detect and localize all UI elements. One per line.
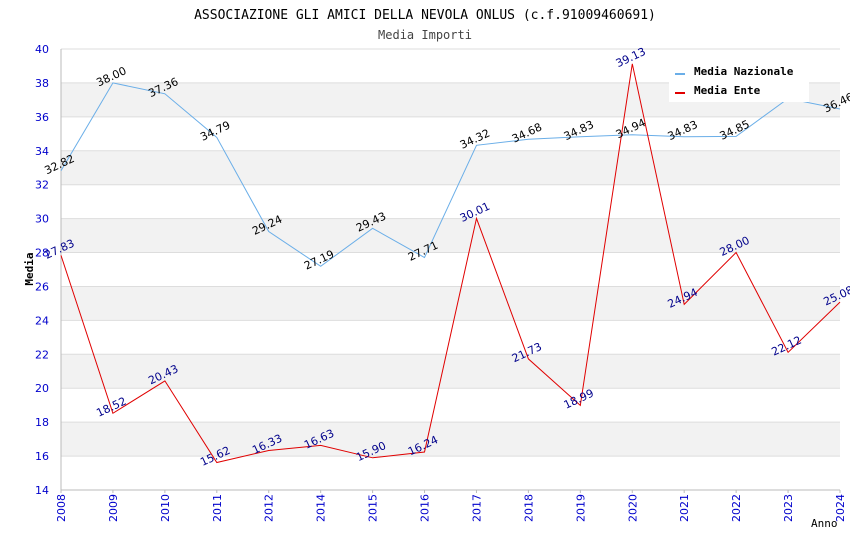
series-line-media-ente [60, 63, 841, 464]
grid-band [61, 116, 840, 151]
y-tick-label: 38 [35, 77, 49, 90]
grid-band [61, 252, 840, 287]
x-tick-label: 2011 [211, 494, 224, 522]
legend: Media Nazionale Media Ente [669, 60, 809, 102]
x-tick-label: 2019 [574, 494, 587, 522]
x-tick-label: 2020 [626, 494, 639, 522]
series-lines [60, 63, 841, 464]
y-tick-label: 18 [35, 416, 49, 429]
axes [60, 49, 840, 491]
x-axis-label: Anno [811, 517, 838, 530]
x-tick-label: 2022 [730, 494, 743, 522]
y-tick-label: 24 [35, 314, 49, 327]
x-tick-label: 2014 [315, 494, 328, 522]
grid-band [61, 456, 840, 490]
grid-band [61, 150, 840, 185]
y-tick-labels: 14 16 18 20 22 24 26 28 30 32 34 36 38 40 [35, 43, 49, 497]
x-tick-label: 2016 [419, 494, 432, 522]
y-tick-label: 14 [35, 484, 49, 497]
y-tick-label: 40 [35, 43, 49, 56]
x-tick-labels: 2008 2009 2010 2011 2012 2014 2015 2016 2017 2018… [55, 490, 847, 522]
x-tick-label: 2010 [159, 494, 172, 522]
plot-background [61, 48, 840, 491]
grid-band [61, 218, 840, 253]
y-tick-label: 26 [35, 280, 49, 293]
x-tick-label: 2008 [55, 494, 68, 522]
grid-band [61, 388, 840, 423]
chart-subtitle: Media Importi [378, 28, 472, 42]
x-tick-label: 2017 [470, 494, 483, 522]
x-tick-label: 2009 [107, 494, 120, 522]
x-tick-label: 2015 [367, 494, 380, 522]
y-tick-label: 22 [35, 348, 49, 361]
grid-band [61, 286, 840, 321]
legend-label-nazionale: Media Nazionale [694, 65, 794, 78]
x-tick-label: 2024 [834, 494, 847, 522]
y-tick-label: 36 [35, 111, 49, 124]
chart-title: ASSOCIAZIONE GLI AMICI DELLA NEVOLA ONLU… [194, 8, 656, 23]
y-tick-label: 30 [35, 213, 49, 226]
legend-box [669, 60, 809, 102]
x-tick-label: 2023 [782, 494, 795, 522]
y-tick-label: 28 [35, 247, 49, 260]
y-tick-label: 32 [35, 179, 49, 192]
series-line-media-nazionale [60, 82, 841, 267]
x-tick-label: 2018 [522, 494, 535, 522]
y-tick-label: 20 [35, 382, 49, 395]
legend-label-ente: Media Ente [694, 84, 761, 97]
grid-band [61, 422, 840, 457]
x-tick-label: 2012 [263, 494, 276, 522]
y-axis-label: Media [23, 252, 36, 285]
y-tick-label: 34 [35, 145, 49, 158]
x-tick-label: 2021 [678, 494, 691, 522]
grid-band [61, 354, 840, 389]
y-tick-label: 16 [35, 450, 49, 463]
